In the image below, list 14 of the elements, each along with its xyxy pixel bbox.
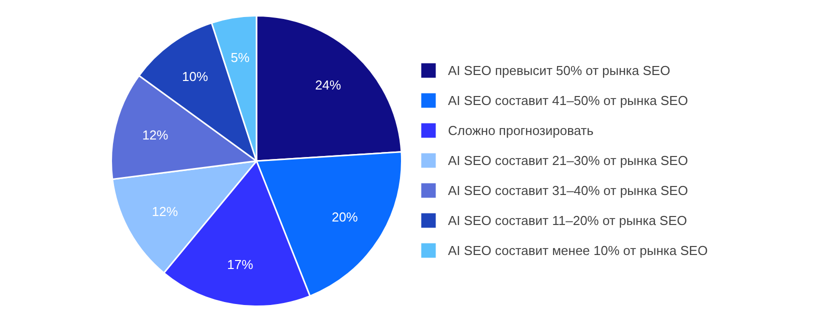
legend-label: AI SEO составит менее 10% от рынка SEO: [448, 242, 708, 258]
legend-label: AI SEO превысит 50% от рынка SEO: [448, 62, 670, 78]
data-label: 12%: [152, 204, 178, 219]
data-label: 12%: [142, 127, 169, 142]
data-label: 17%: [227, 256, 254, 272]
data-label: 10%: [182, 68, 208, 84]
data-label: 5%: [230, 50, 250, 66]
data-label: 24%: [315, 77, 342, 92]
legend-label: AI SEO составит 41–50% от рынка SEO: [448, 92, 688, 108]
legend-label: AI SEO составит 11–20% от рынка SEO: [448, 212, 687, 228]
legend-label: AI SEO составит 21–30% от рынка SEO: [448, 152, 688, 168]
legend-label: AI SEO составит 31–40% от рынка SEO: [448, 182, 688, 198]
data-label: 20%: [332, 210, 358, 225]
legend-label: Сложно прогнозировать: [448, 122, 594, 138]
